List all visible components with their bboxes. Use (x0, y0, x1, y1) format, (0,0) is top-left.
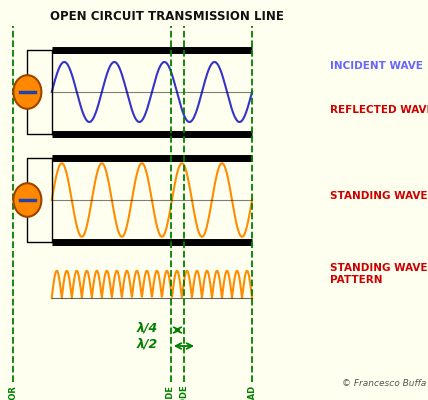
Text: NODE: NODE (179, 385, 188, 400)
Text: λ/4: λ/4 (137, 322, 158, 334)
Text: INCIDENT WAVE: INCIDENT WAVE (330, 61, 423, 71)
Text: STANDING WAVE: STANDING WAVE (330, 191, 428, 201)
Text: GENERATOR: GENERATOR (8, 385, 17, 400)
Text: λ/2: λ/2 (137, 338, 158, 350)
Text: ANTINODE: ANTINODE (166, 385, 175, 400)
Text: OPEN CIRCUIT TRANSMISSION LINE: OPEN CIRCUIT TRANSMISSION LINE (50, 10, 284, 23)
Text: STANDING WAVE
PATTERN: STANDING WAVE PATTERN (330, 263, 428, 285)
Text: © Francesco Buffa: © Francesco Buffa (342, 379, 426, 388)
Text: LOAD: LOAD (247, 385, 256, 400)
Circle shape (13, 183, 42, 217)
Circle shape (13, 75, 42, 109)
Text: REFLECTED WAVE: REFLECTED WAVE (330, 105, 428, 115)
